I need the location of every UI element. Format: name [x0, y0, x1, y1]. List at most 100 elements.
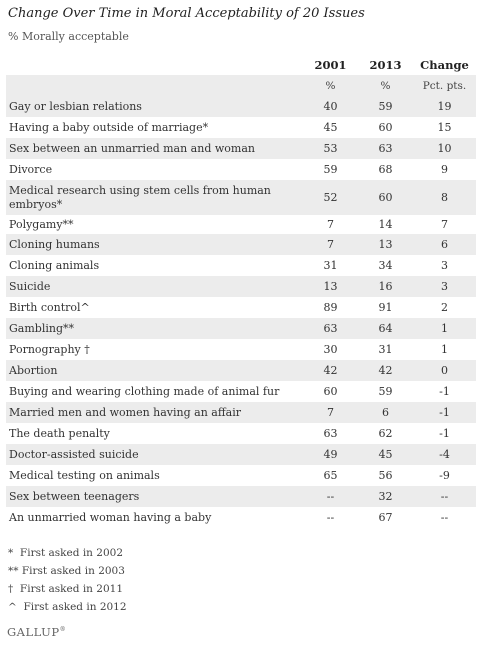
cell-2013: 59: [378, 100, 393, 113]
cell-2001: 59: [323, 163, 338, 176]
cell-2001: 63: [323, 322, 338, 335]
cell-change: 9: [441, 163, 448, 176]
table-row: Sex between an unmarried man and woman 53…: [6, 138, 476, 159]
cell-2013: 91: [378, 301, 393, 314]
cell-2013: 42: [378, 364, 393, 377]
cell-change: -9: [439, 469, 450, 482]
cell-change: 3: [441, 280, 448, 293]
subheader-2001: %: [325, 79, 336, 92]
table-row: Medical research using stem cells from h…: [6, 180, 476, 215]
cell-issue: An unmarried woman having a baby: [9, 510, 212, 524]
footnote: ** First asked in 2003: [8, 565, 125, 577]
subheader-2013: %: [380, 79, 391, 92]
cell-change: -1: [439, 385, 450, 398]
table-row: Pornography † 30 31 1: [6, 339, 476, 360]
cell-issue: Sex between an unmarried man and woman: [9, 141, 255, 155]
cell-issue: Sex between teenagers: [9, 489, 140, 503]
cell-2013: 68: [378, 163, 393, 176]
cell-2013: 60: [378, 191, 393, 204]
cell-change: 19: [437, 100, 452, 113]
cell-change: 8: [441, 191, 448, 204]
cell-2001: 40: [323, 100, 338, 113]
cell-2013: 32: [378, 490, 393, 503]
subheader-change: Pct. pts.: [422, 79, 467, 92]
cell-2013: 60: [378, 121, 393, 134]
table-row: Abortion 42 42 0: [6, 360, 476, 381]
cell-issue: Medical testing on animals: [9, 468, 160, 482]
cell-issue: Gay or lesbian relations: [9, 99, 142, 113]
cell-2013: 63: [378, 142, 393, 155]
cell-issue: Abortion: [9, 363, 58, 377]
cell-2001: 89: [323, 301, 338, 314]
table-body: Gay or lesbian relations 40 59 19 Having a b…: [6, 96, 476, 528]
header-2013: 2013: [369, 58, 402, 72]
cell-issue: Gambling**: [9, 321, 74, 335]
table-row: The death penalty 63 62 -1: [6, 423, 476, 444]
cell-change: -4: [439, 448, 450, 461]
cell-change: 1: [441, 343, 448, 356]
cell-issue: Cloning humans: [9, 237, 100, 251]
table-row: Gambling** 63 64 1: [6, 318, 476, 339]
cell-change: 3: [441, 259, 448, 272]
footnote: † First asked in 2011: [8, 583, 123, 595]
header-change: Change: [420, 58, 469, 72]
cell-2013: 45: [378, 448, 393, 461]
cell-issue: Pornography †: [9, 342, 90, 356]
cell-issue: Having a baby outside of marriage*: [9, 120, 209, 134]
header-2001: 2001: [314, 58, 347, 72]
table-title: Change Over Time in Moral Acceptability …: [8, 6, 365, 21]
cell-2013: 14: [378, 218, 393, 231]
cell-change: 0: [441, 364, 448, 377]
cell-2013: 13: [378, 238, 393, 251]
table-row: Married men and women having an affair 7 6…: [6, 402, 476, 423]
cell-2001: 13: [323, 280, 338, 293]
cell-2013: 6: [382, 406, 389, 419]
cell-2001: 7: [327, 218, 334, 231]
cell-change: --: [440, 490, 449, 503]
subheader-row: % % Pct. pts.: [6, 75, 476, 96]
cell-2001: 31: [323, 259, 338, 272]
cell-change: 7: [441, 218, 448, 231]
cell-2013: 67: [378, 511, 393, 524]
logo-text: GALLUP: [7, 625, 60, 639]
cell-2013: 16: [378, 280, 393, 293]
cell-change: 10: [437, 142, 452, 155]
cell-issue: Divorce: [9, 162, 53, 176]
cell-2013: 62: [378, 427, 393, 440]
cell-issue: Polygamy**: [9, 217, 74, 231]
table-row: Buying and wearing clothing made of anim…: [6, 381, 476, 402]
cell-issue: Doctor-assisted suicide: [9, 447, 139, 461]
footnote: * First asked in 2002: [8, 547, 123, 559]
table-row: Having a baby outside of marriage* 45 60 15: [6, 117, 476, 138]
cell-change: 2: [441, 301, 448, 314]
cell-2001: --: [326, 511, 335, 524]
cell-2001: 49: [323, 448, 338, 461]
table-row: Sex between teenagers -- 32 --: [6, 486, 476, 507]
cell-issue: Birth control^: [9, 300, 90, 314]
cell-change: 6: [441, 238, 448, 251]
table-row: Doctor-assisted suicide 49 45 -4: [6, 444, 476, 465]
data-table: 2001 2013 Change % % Pct. pts. Gay or le…: [6, 55, 476, 528]
cell-change: -1: [439, 427, 450, 440]
footnote: ^ First asked in 2012: [8, 601, 127, 613]
cell-2001: 60: [323, 385, 338, 398]
table-row: Cloning animals 31 34 3: [6, 255, 476, 276]
cell-change: 1: [441, 322, 448, 335]
cell-issue: Suicide: [9, 279, 51, 293]
table-row: Cloning humans 7 13 6: [6, 234, 476, 255]
cell-2001: 30: [323, 343, 338, 356]
table-subtitle: % Morally acceptable: [8, 30, 129, 43]
cell-2013: 56: [378, 469, 393, 482]
table-row: Suicide 13 16 3: [6, 276, 476, 297]
cell-issue: Medical research using stem cells from h…: [9, 183, 271, 211]
footnotes: * First asked in 2002 ** First asked in 2…: [8, 544, 127, 616]
cell-2001: 63: [323, 427, 338, 440]
cell-issue: Buying and wearing clothing made of anim…: [9, 384, 280, 398]
cell-2001: 42: [323, 364, 338, 377]
header-row: 2001 2013 Change: [6, 55, 476, 75]
cell-2013: 34: [378, 259, 393, 272]
table-row: Medical testing on animals 65 56 -9: [6, 465, 476, 486]
table-row: Polygamy** 7 14 7: [6, 215, 476, 234]
table-row: An unmarried woman having a baby -- 67 --: [6, 507, 476, 528]
cell-2001: 65: [323, 469, 338, 482]
